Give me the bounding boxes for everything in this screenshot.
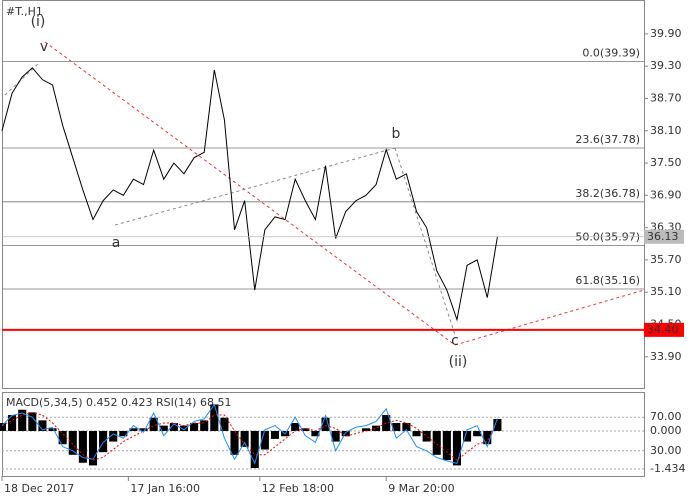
macd-bar bbox=[78, 430, 87, 463]
wave-line bbox=[114, 147, 396, 226]
fib-label: 23.6(37.78) bbox=[575, 133, 640, 146]
macd-bar bbox=[200, 420, 209, 431]
macd-bar bbox=[119, 430, 128, 437]
fib-label: 38.2(36.78) bbox=[575, 187, 640, 200]
y-tick-label: -1.434 bbox=[650, 462, 685, 475]
macd-bar bbox=[179, 425, 189, 431]
macd-bar bbox=[220, 417, 229, 431]
x-tick-label: 9 Mar 20:00 bbox=[388, 482, 454, 495]
macd-bar bbox=[372, 425, 381, 431]
macd-bar bbox=[361, 428, 371, 431]
macd-bar bbox=[58, 430, 67, 445]
macd-bar bbox=[8, 415, 17, 431]
signal-line bbox=[1, 411, 498, 461]
macd-bar bbox=[301, 428, 310, 431]
y-tick-label: 36.90 bbox=[650, 188, 682, 201]
y-tick-label: 38.10 bbox=[650, 124, 682, 137]
macd-bar bbox=[149, 417, 158, 431]
wave-label: v bbox=[40, 39, 48, 55]
macd-bar bbox=[412, 430, 421, 437]
macd-bar bbox=[402, 423, 411, 431]
wave-label: (i) bbox=[31, 14, 46, 30]
y-tick-label: 37.50 bbox=[650, 156, 682, 169]
y-tick-label: 33.90 bbox=[650, 350, 682, 363]
macd-bar bbox=[240, 430, 249, 447]
macd-bar bbox=[18, 409, 27, 431]
wave-label: (ii) bbox=[449, 354, 468, 370]
wave-label: c bbox=[451, 333, 459, 349]
macd-bar bbox=[382, 415, 391, 431]
macd-bar bbox=[129, 428, 138, 431]
macd-bar bbox=[493, 419, 502, 431]
macd-bar bbox=[109, 430, 118, 442]
macd-bar bbox=[48, 428, 57, 431]
macd-bar bbox=[270, 430, 280, 439]
indicator-legend: MACD(5,34,5) 0.452 0.423 RSI(14) 68.51 bbox=[6, 396, 231, 409]
price-line bbox=[1, 67, 498, 322]
y-tick-label: 30.00 bbox=[650, 444, 682, 457]
x-tick-label: 17 Jan 16:00 bbox=[130, 482, 200, 495]
macd-bar bbox=[0, 423, 7, 431]
macd-bar bbox=[38, 420, 47, 431]
macd-bar bbox=[260, 430, 269, 450]
price-box-label: 34.40 bbox=[647, 323, 679, 336]
y-tick-label: 0.000 bbox=[650, 424, 682, 437]
macd-bar bbox=[463, 430, 472, 442]
indicator-panel bbox=[2, 392, 645, 477]
macd-bar bbox=[88, 430, 98, 466]
y-tick-label: 39.30 bbox=[650, 59, 682, 72]
macd-bar bbox=[139, 428, 148, 431]
macd-bar bbox=[483, 430, 492, 445]
macd-bar bbox=[28, 412, 37, 431]
macd-bar bbox=[230, 430, 239, 455]
chart-title: #T.,H1 bbox=[6, 5, 43, 18]
price-box bbox=[644, 322, 684, 337]
macd-bar bbox=[190, 423, 199, 431]
macd-bar bbox=[331, 430, 340, 442]
wave-line bbox=[394, 147, 456, 336]
wave-label: b bbox=[392, 126, 401, 142]
macd-bar bbox=[392, 423, 401, 431]
macd-bar bbox=[68, 430, 77, 455]
wave-label: a bbox=[112, 235, 121, 251]
macd-bar bbox=[442, 430, 451, 461]
x-tick-label: 18 Dec 2017 bbox=[4, 482, 74, 495]
y-tick-label: 35.70 bbox=[650, 253, 682, 266]
y-tick-label: 35.10 bbox=[650, 285, 682, 298]
rsi-line bbox=[1, 403, 498, 465]
price-box bbox=[644, 229, 684, 244]
macd-bar bbox=[99, 430, 108, 453]
macd-bar bbox=[250, 430, 259, 469]
wave-line bbox=[4, 61, 41, 96]
macd-bar bbox=[422, 430, 431, 442]
fib-label: 61.8(35.16) bbox=[575, 274, 640, 287]
macd-bar bbox=[321, 417, 330, 431]
macd-bar bbox=[169, 423, 178, 431]
wave-line bbox=[454, 289, 645, 346]
macd-bar bbox=[311, 430, 320, 437]
fib-label: 0.0(39.39) bbox=[582, 46, 640, 59]
x-tick-label: 12 Feb 18:00 bbox=[262, 482, 334, 495]
macd-bar bbox=[291, 423, 300, 431]
macd-bar bbox=[159, 425, 168, 431]
y-tick-label: 39.90 bbox=[650, 27, 682, 40]
macd-bar bbox=[452, 430, 462, 466]
macd-bar bbox=[210, 404, 219, 431]
y-tick-label: 38.70 bbox=[650, 91, 682, 104]
macd-bar bbox=[341, 430, 350, 437]
main-panel bbox=[2, 0, 645, 389]
macd-bar bbox=[432, 430, 441, 455]
wave-line bbox=[44, 41, 456, 346]
macd-bar bbox=[473, 430, 482, 437]
price-box-label: 36.13 bbox=[647, 230, 679, 243]
y-tick-label: 70.00 bbox=[650, 410, 682, 423]
